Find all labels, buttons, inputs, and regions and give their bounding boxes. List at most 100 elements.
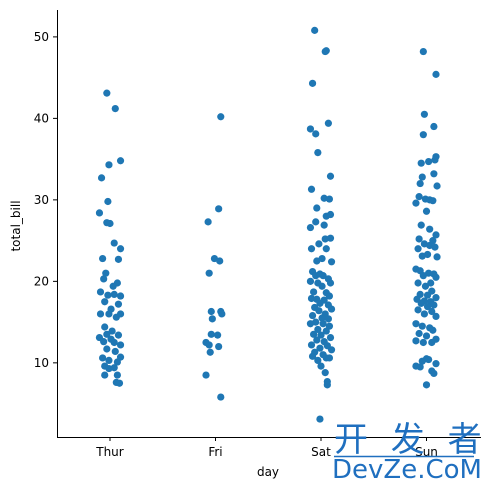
data-point (207, 307, 215, 316)
data-point (114, 255, 123, 263)
data-point (308, 79, 317, 87)
data-point (431, 243, 439, 251)
data-point (416, 363, 424, 371)
data-point (310, 288, 318, 296)
data-point (417, 159, 425, 167)
data-point (322, 327, 330, 335)
data-point (217, 113, 225, 121)
data-point (307, 341, 316, 349)
data-point (416, 179, 424, 188)
data-point (432, 294, 440, 302)
data-point (326, 234, 335, 242)
data-point (105, 161, 113, 169)
data-point (322, 47, 330, 55)
data-point (316, 299, 324, 307)
data-point (101, 323, 109, 331)
data-point (103, 89, 111, 97)
data-point (110, 364, 118, 372)
data-point (432, 360, 440, 368)
data-point (315, 240, 323, 248)
y-tick-label: 20 (34, 274, 49, 288)
data-point (320, 194, 328, 202)
data-point (325, 354, 334, 362)
data-point (111, 105, 119, 113)
data-point (307, 245, 316, 253)
data-point (325, 292, 334, 300)
x-ticks: Thur Fri Sat Sun (95, 437, 438, 459)
data-point (327, 346, 336, 354)
data-point (115, 379, 124, 387)
data-point (327, 258, 336, 266)
data-point (216, 257, 224, 265)
data-point (432, 70, 440, 78)
data-point (418, 252, 426, 260)
data-point (323, 381, 331, 389)
data-point (418, 357, 426, 365)
data-point (423, 303, 432, 311)
data-point (100, 275, 108, 283)
data-point (218, 310, 226, 318)
data-point (432, 312, 440, 320)
y-ticks: 10 20 30 40 50 (34, 30, 57, 370)
data-point (418, 173, 426, 181)
data-point (215, 205, 223, 213)
data-point (306, 277, 315, 285)
data-point (310, 330, 318, 338)
data-point (427, 279, 435, 287)
data-point (432, 273, 440, 281)
data-point (106, 219, 114, 228)
data-point (422, 207, 431, 215)
x-tick-label: Fri (208, 445, 222, 459)
data-point (104, 291, 112, 299)
data-point (415, 235, 423, 243)
data-point (95, 209, 104, 217)
data-point (417, 221, 425, 229)
data-point (116, 245, 125, 253)
data-point (116, 292, 125, 300)
data-point (314, 356, 322, 365)
data-point (99, 354, 107, 362)
y-tick-label: 30 (34, 193, 49, 207)
data-point (425, 157, 433, 166)
y-tick-label: 40 (34, 111, 49, 125)
data-point (215, 342, 223, 351)
data-point (316, 415, 324, 423)
data-point (313, 257, 321, 265)
data-point (430, 301, 438, 309)
data-point (412, 337, 420, 345)
data-point (105, 364, 113, 373)
x-tick-label: Thur (95, 445, 124, 459)
data-point (312, 130, 320, 138)
data-point (433, 182, 441, 190)
data-point (324, 315, 332, 323)
data-point (96, 288, 105, 296)
data-point (116, 341, 125, 349)
data-point (412, 199, 420, 207)
data-point (102, 269, 110, 277)
data-point (418, 322, 426, 330)
data-point (419, 47, 427, 56)
data-point (326, 279, 335, 287)
data-point (316, 344, 324, 352)
data-point (423, 291, 432, 299)
data-point (205, 269, 213, 277)
data-point (314, 325, 322, 334)
data-point (307, 185, 316, 193)
data-point (420, 310, 428, 318)
data-point (100, 338, 108, 346)
data-points (95, 26, 441, 423)
data-point (318, 282, 326, 290)
data-point (415, 193, 423, 201)
data-point (426, 225, 434, 233)
data-point (421, 282, 430, 290)
data-point (101, 371, 109, 379)
data-point (105, 310, 113, 318)
data-point (417, 299, 425, 307)
data-point (433, 253, 441, 261)
watermark-chinese-text: 开 发 者 (334, 420, 488, 460)
data-point (111, 347, 119, 356)
data-point (321, 235, 329, 243)
y-tick-label: 50 (34, 30, 49, 44)
data-point (114, 300, 123, 308)
data-point (419, 131, 427, 139)
